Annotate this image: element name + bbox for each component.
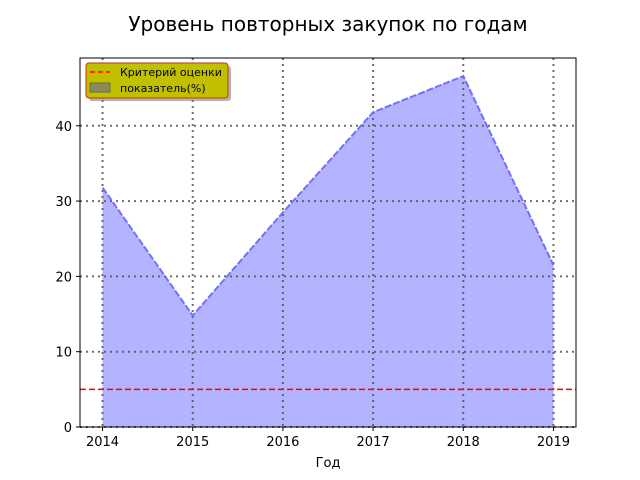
x-tick-label-2015: 2015: [176, 435, 209, 450]
chart-title: Уровень повторных закупок по годам: [128, 12, 527, 36]
legend-swatch-series: [89, 82, 111, 93]
x-tick-label-2016: 2016: [266, 435, 299, 450]
y-tick-label-20: 20: [55, 270, 72, 285]
ticks: 2014 2015 2016 2017 2018 2019 0 10 20 30 40: [55, 120, 570, 450]
series-layer: [102, 76, 554, 427]
y-tick-label-30: 30: [55, 195, 72, 210]
legend-label-reference: Критерий оценки: [120, 66, 222, 79]
x-tick-label-2017: 2017: [357, 435, 390, 450]
y-tick-label-0: 0: [64, 421, 72, 436]
axes-frame: [79, 57, 577, 428]
series-line: [101, 74, 555, 318]
legend: Критерий оценки показатель(%): [85, 62, 231, 101]
x-tick-label-2018: 2018: [447, 435, 480, 450]
y-tick-label-10: 10: [55, 346, 72, 361]
series-line-group: [101, 74, 555, 318]
x-tick-label-2019: 2019: [537, 435, 570, 450]
series-area: [102, 76, 554, 427]
x-tick-label-2014: 2014: [86, 435, 119, 450]
legend-box: [85, 62, 229, 99]
y-tick-label-40: 40: [55, 120, 72, 135]
axes: [79, 57, 577, 428]
x-axis-label: Год: [316, 456, 341, 471]
legend-label-series: показатель(%): [120, 82, 206, 95]
